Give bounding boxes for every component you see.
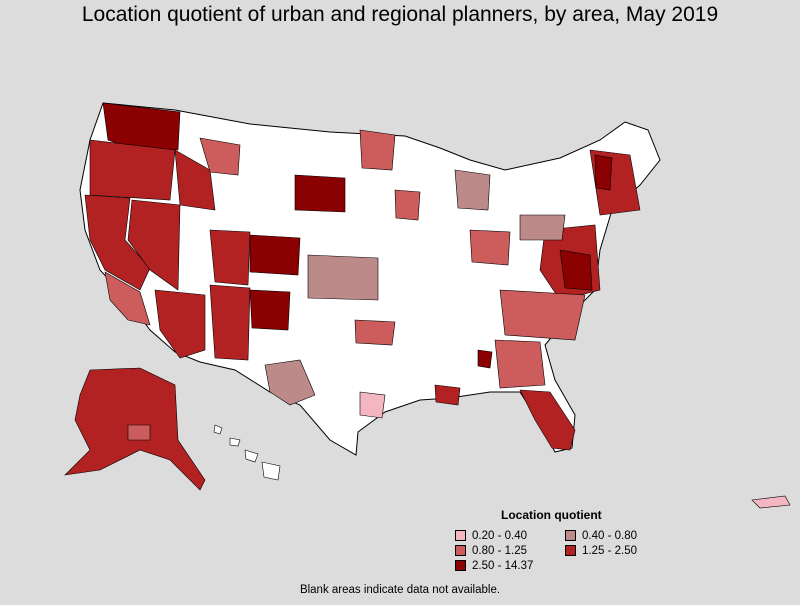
legend-label: 2.50 - 14.37 [472, 559, 534, 572]
area-new-mexico [209, 284, 251, 361]
area-texas-west [264, 359, 316, 406]
legend-label: 1.25 - 2.50 [582, 544, 637, 557]
legend-item: 1.25 - 2.50 [565, 544, 655, 557]
legend-item: 0.80 - 1.25 [455, 544, 565, 557]
area-hawaii-3 [244, 449, 259, 463]
area-hawaii-4 [261, 461, 281, 481]
legend-label: 0.20 - 0.40 [472, 529, 527, 542]
area-california-north [84, 194, 151, 291]
legend-label: 0.40 - 0.80 [582, 529, 637, 542]
legend-item: 0.40 - 0.80 [565, 529, 655, 542]
legend: Location quotient 0.20 - 0.40 0.40 - 0.8… [455, 508, 655, 572]
area-oregon [89, 139, 176, 201]
area-wisconsin [394, 189, 421, 221]
area-pennsylvania [519, 214, 566, 241]
area-vermont [594, 154, 613, 191]
area-houston [359, 391, 386, 419]
area-nevada [127, 199, 181, 291]
area-michigan [454, 169, 491, 211]
legend-item: 2.50 - 14.37 [455, 559, 565, 572]
legend-title: Location quotient [501, 508, 602, 522]
area-virginia [559, 249, 593, 291]
area-hawaii-2 [229, 437, 241, 447]
legend-swatch [565, 530, 576, 541]
legend-label: 0.80 - 1.25 [472, 544, 527, 557]
area-alaska-south [127, 424, 151, 441]
area-utah [209, 229, 251, 286]
legend-items: 0.20 - 0.40 0.40 - 0.80 0.80 - 1.25 1.25… [455, 529, 655, 572]
area-colorado-south [249, 289, 291, 331]
legend-swatch [455, 530, 466, 541]
area-montana-sw [199, 137, 241, 176]
area-california-south [104, 271, 151, 326]
legend-swatch [565, 545, 576, 556]
area-carolinas [499, 289, 586, 341]
area-oklahoma [354, 319, 396, 346]
area-arizona [154, 289, 206, 359]
legend-swatch [455, 560, 466, 571]
footnote: Blank areas indicate data not available. [299, 584, 501, 596]
area-minnesota [359, 129, 396, 171]
legend-swatch [455, 545, 466, 556]
map-title: Location quotient of urban and regional … [81, 3, 719, 26]
area-alabama [477, 349, 493, 369]
area-hawaii-1 [213, 424, 223, 435]
area-puerto-rico [751, 495, 791, 509]
area-georgia [494, 339, 546, 389]
area-south-dakota [294, 174, 346, 213]
area-florida [519, 389, 576, 451]
area-ohio [469, 229, 511, 266]
legend-item: 0.20 - 0.40 [455, 529, 565, 542]
area-louisiana [434, 384, 461, 406]
area-colorado [249, 234, 301, 276]
area-idaho [174, 149, 216, 211]
area-kansas [307, 254, 379, 301]
